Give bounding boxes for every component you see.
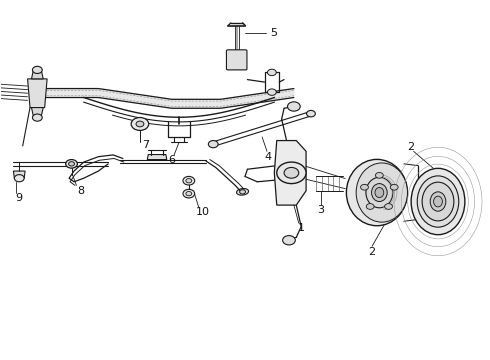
Text: 2: 2	[408, 142, 415, 152]
Text: 4: 4	[265, 152, 272, 162]
Circle shape	[283, 235, 295, 245]
Text: 6: 6	[168, 155, 175, 165]
Ellipse shape	[430, 192, 446, 211]
Circle shape	[186, 192, 192, 196]
Text: 10: 10	[196, 207, 210, 217]
Circle shape	[391, 184, 398, 190]
Text: 1: 1	[298, 224, 305, 233]
Circle shape	[268, 69, 276, 76]
Circle shape	[32, 114, 42, 121]
Circle shape	[375, 172, 383, 178]
Circle shape	[66, 159, 77, 168]
Ellipse shape	[366, 177, 393, 208]
Circle shape	[307, 111, 316, 117]
Circle shape	[131, 117, 149, 130]
Ellipse shape	[422, 182, 454, 221]
Circle shape	[69, 162, 74, 166]
Ellipse shape	[371, 184, 387, 202]
Ellipse shape	[417, 176, 459, 227]
Circle shape	[136, 121, 144, 127]
Circle shape	[183, 189, 195, 198]
Circle shape	[183, 176, 195, 185]
Text: 5: 5	[270, 28, 277, 38]
Circle shape	[361, 184, 368, 190]
Circle shape	[284, 167, 299, 178]
Polygon shape	[147, 154, 167, 159]
FancyBboxPatch shape	[226, 50, 247, 70]
Text: 3: 3	[317, 206, 324, 216]
Ellipse shape	[411, 168, 465, 235]
Circle shape	[14, 175, 24, 182]
Ellipse shape	[237, 189, 248, 195]
Circle shape	[208, 140, 218, 148]
Circle shape	[385, 204, 392, 210]
Polygon shape	[31, 108, 43, 117]
Polygon shape	[13, 171, 25, 178]
Text: 9: 9	[16, 193, 23, 203]
Ellipse shape	[346, 159, 408, 226]
Polygon shape	[31, 70, 43, 79]
Text: 2: 2	[368, 247, 376, 257]
Ellipse shape	[375, 188, 384, 198]
Text: 7: 7	[142, 140, 149, 150]
Circle shape	[366, 204, 374, 210]
Ellipse shape	[356, 163, 408, 222]
Circle shape	[277, 162, 306, 184]
Circle shape	[240, 190, 245, 194]
Ellipse shape	[434, 196, 442, 207]
Circle shape	[186, 179, 192, 183]
Circle shape	[288, 102, 300, 111]
Circle shape	[268, 89, 276, 95]
Text: 8: 8	[77, 186, 84, 196]
Polygon shape	[27, 79, 47, 108]
Circle shape	[32, 66, 42, 73]
Polygon shape	[40, 89, 294, 108]
Polygon shape	[274, 140, 306, 205]
